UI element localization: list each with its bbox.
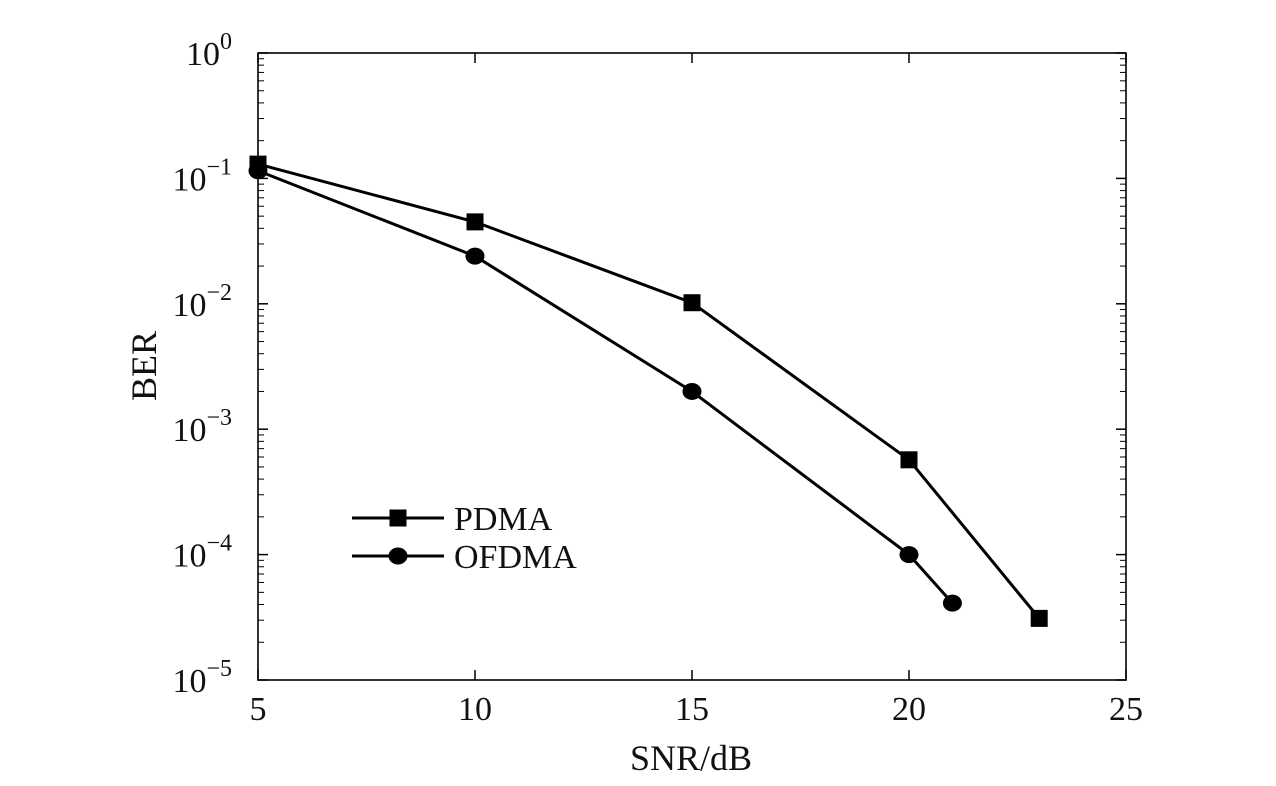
y-tick-label: 10−3	[172, 405, 232, 449]
y-tick-label: 10−5	[172, 656, 232, 700]
data-point-pdma	[466, 213, 484, 231]
data-point-ofdma	[465, 247, 485, 265]
x-axis-label: SNR/dB	[630, 738, 752, 778]
data-point-pdma	[1030, 609, 1048, 627]
data-point-pdma	[900, 451, 918, 469]
data-point-ofdma	[942, 594, 962, 612]
series-line-pdma	[257, 162, 1041, 620]
x-tick-label: 10	[458, 691, 492, 728]
y-tick-label: 10−1	[172, 154, 232, 198]
y-axis-label: BER	[124, 331, 164, 401]
plot-layer: 5 10 15 20 25 100 10−1 10−2 10−3 10−4 10−5 PDMAOFDM…	[172, 29, 1143, 728]
y-tick-label: 10−4	[172, 531, 232, 575]
legend-marker-pdma	[389, 509, 407, 527]
data-point-ofdma	[682, 382, 702, 400]
data-point-pdma	[683, 294, 701, 312]
plot-frame	[257, 52, 1127, 681]
x-tick-label: 25	[1109, 691, 1143, 728]
data-point-ofdma	[248, 162, 268, 180]
legend-label-pdma: PDMA	[454, 501, 553, 538]
data-point-ofdma	[899, 546, 919, 564]
y-tick-label: 100	[186, 29, 232, 73]
x-tick-label: 5	[250, 691, 267, 728]
series-line-ofdma	[257, 169, 954, 605]
x-tick-label: 20	[892, 691, 926, 728]
x-tick-label: 15	[675, 691, 709, 728]
legend-label-ofdma: OFDMA	[454, 539, 577, 576]
y-tick-label: 10−2	[172, 280, 232, 324]
legend-marker-ofdma	[388, 547, 408, 565]
